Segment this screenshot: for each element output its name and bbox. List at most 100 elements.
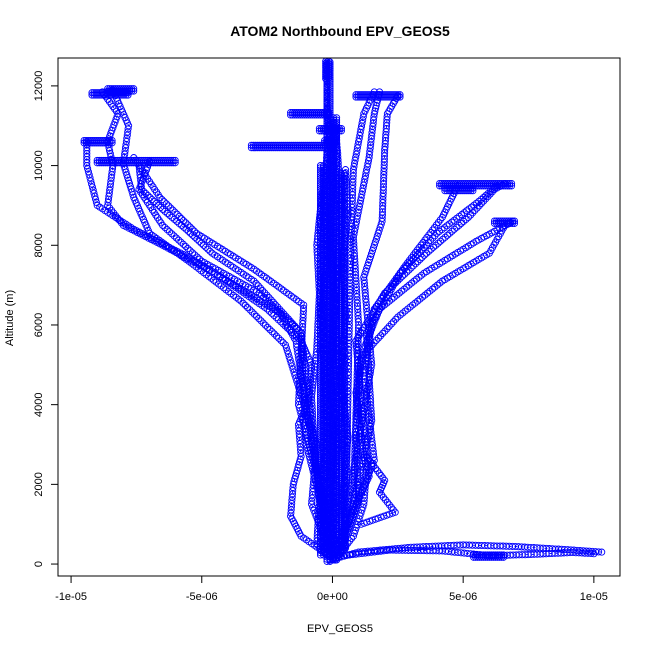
- data-point: [169, 206, 177, 214]
- data-point: [479, 193, 487, 202]
- vertical-run: [330, 114, 341, 564]
- data-point: [293, 324, 301, 332]
- data-point: [269, 298, 277, 306]
- data-point: [427, 236, 435, 244]
- data-point: [144, 191, 152, 200]
- data-point: [387, 503, 395, 511]
- data-point: [372, 336, 380, 344]
- data-point: [587, 549, 595, 558]
- data-point: [460, 209, 468, 217]
- data-point: [264, 323, 272, 331]
- data-point: [506, 182, 514, 190]
- data-point: [248, 308, 256, 316]
- data-point: [469, 187, 477, 195]
- level-run: [80, 136, 116, 147]
- data-point: [398, 287, 406, 295]
- data-point: [396, 93, 404, 101]
- data-point: [506, 219, 515, 227]
- data-point: [393, 291, 401, 299]
- data-point: [504, 182, 512, 190]
- data-point: [241, 301, 249, 309]
- data-point: [265, 294, 273, 302]
- data-point: [465, 187, 473, 195]
- data-point: [171, 159, 179, 167]
- data-point: [439, 235, 447, 243]
- data-point: [202, 243, 210, 251]
- data-point: [394, 93, 402, 101]
- data-point: [396, 91, 404, 99]
- data-point: [394, 91, 402, 99]
- vertical-run: [316, 162, 328, 559]
- data-point: [159, 205, 167, 213]
- vertical-run: [337, 170, 348, 556]
- data-point: [130, 85, 138, 93]
- data-point: [167, 204, 175, 212]
- data-point: [411, 299, 419, 307]
- data-point: [255, 315, 263, 323]
- data-point: [271, 301, 279, 309]
- data-point: [415, 273, 423, 281]
- data-point: [377, 472, 385, 480]
- level-run: [490, 217, 519, 227]
- data-point: [126, 87, 134, 95]
- data-point: [261, 289, 269, 297]
- data-point: [387, 320, 395, 328]
- data-point: [406, 303, 414, 311]
- data-point: [379, 474, 387, 482]
- chart-title: ATOM2 Northbound EPV_GEOS5: [230, 23, 450, 39]
- data-point: [179, 240, 187, 248]
- data-point: [274, 303, 282, 311]
- data-point: [170, 215, 178, 223]
- data-point: [496, 553, 504, 561]
- data-point: [146, 193, 154, 202]
- data-point: [504, 179, 512, 188]
- data-point: [284, 315, 292, 323]
- data-point: [108, 136, 116, 145]
- data-point: [172, 234, 180, 242]
- data-point: [254, 282, 262, 290]
- data-point: [446, 229, 454, 237]
- data-point: [467, 184, 475, 192]
- data-point: [414, 297, 422, 305]
- data-point: [436, 216, 444, 224]
- data-point: [107, 100, 115, 108]
- data-point: [168, 213, 176, 221]
- data-point: [128, 85, 136, 93]
- data-point: [399, 267, 407, 275]
- plot-marks: [80, 57, 606, 565]
- data-point: [173, 217, 181, 225]
- data-point: [429, 243, 438, 251]
- data-point: [405, 281, 413, 289]
- data-point: [472, 199, 480, 207]
- data-point: [394, 313, 402, 321]
- data-point: [372, 464, 380, 472]
- data-point: [443, 231, 452, 239]
- data-point: [162, 200, 170, 208]
- data-point: [418, 293, 427, 301]
- data-point: [401, 264, 409, 273]
- data-point: [169, 159, 177, 167]
- data-point: [163, 226, 171, 234]
- data-point: [370, 110, 378, 118]
- data-point: [265, 276, 273, 284]
- data-point: [246, 306, 254, 314]
- data-point: [455, 221, 463, 229]
- data-point: [108, 139, 116, 147]
- level-run: [441, 184, 477, 195]
- data-point: [506, 217, 515, 225]
- data-point: [182, 225, 190, 233]
- data-point: [163, 209, 171, 217]
- data-point: [381, 496, 389, 504]
- data-point: [453, 223, 461, 231]
- data-point: [431, 283, 439, 291]
- data-point: [270, 330, 278, 338]
- data-point: [171, 208, 179, 216]
- data-point: [208, 249, 216, 257]
- data-point: [297, 329, 305, 337]
- data-point: [500, 553, 508, 561]
- data-point: [199, 241, 208, 249]
- data-point: [508, 182, 516, 190]
- data-point: [432, 241, 440, 249]
- data-point: [416, 248, 424, 256]
- data-point: [152, 199, 160, 207]
